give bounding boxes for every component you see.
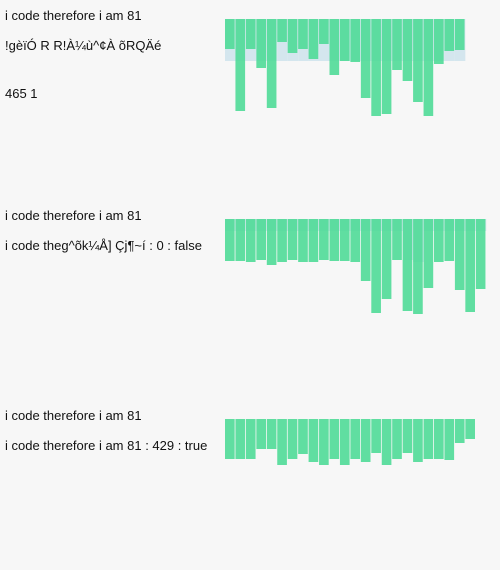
bar: [287, 19, 298, 53]
bar: [287, 219, 298, 260]
bar: [381, 419, 392, 465]
panel-2: i code therefore i am 81 i code theg^õk¼…: [0, 200, 500, 370]
bar: [225, 19, 235, 49]
bar: [381, 219, 392, 299]
panel-title: i code therefore i am 81: [5, 408, 142, 423]
bar: [245, 219, 256, 262]
bar: [256, 219, 266, 260]
bar: [392, 419, 402, 459]
bar: [454, 419, 465, 443]
bar: [392, 219, 402, 260]
bar: [329, 19, 340, 75]
bar: [475, 219, 486, 289]
bar: [287, 419, 298, 459]
bar: [402, 219, 413, 311]
bar: [319, 219, 329, 260]
bar: [225, 219, 235, 261]
bar: [339, 219, 350, 261]
panel-title: i code therefore i am 81: [5, 8, 142, 23]
bar: [235, 19, 246, 111]
bar: [402, 419, 413, 453]
bar: [444, 419, 455, 460]
bar: [434, 419, 444, 459]
bar: [277, 19, 287, 42]
bar: [339, 19, 350, 61]
bar-strip: [225, 19, 466, 116]
bar: [371, 219, 381, 313]
bar: [308, 419, 319, 462]
bar: [381, 19, 392, 114]
bar-strip: [225, 419, 475, 465]
bar: [423, 219, 434, 288]
bar: [423, 419, 434, 459]
bar: [319, 419, 329, 465]
bar: [298, 419, 308, 454]
bar: [434, 219, 444, 262]
bar: [256, 19, 266, 68]
encoded-text: i code therefore i am 81 : 429 : true: [5, 438, 208, 453]
bar: [245, 19, 256, 49]
bar: [235, 219, 246, 261]
bar: [413, 219, 423, 314]
bar: [454, 19, 465, 50]
bar: [277, 419, 287, 465]
bar: [413, 19, 423, 102]
panel-1: i code therefore i am 81 !gèïÓ R R!À¼ù^¢…: [0, 0, 500, 170]
bar: [392, 19, 402, 70]
bar: [423, 19, 434, 116]
bar: [298, 19, 308, 49]
bar: [277, 219, 287, 262]
bar: [444, 219, 455, 261]
bar: [371, 19, 381, 116]
bar: [371, 419, 381, 453]
bar: [329, 219, 340, 261]
bar: [350, 19, 361, 62]
bar: [256, 419, 266, 449]
bar: [266, 419, 277, 449]
panel-title: i code therefore i am 81: [5, 208, 142, 223]
bar: [360, 219, 371, 281]
bar-strip: [225, 219, 487, 314]
bar: [225, 419, 235, 459]
bar: [360, 19, 371, 98]
result-text: 465 1: [5, 86, 38, 101]
bar: [319, 19, 329, 44]
panel-3: i code therefore i am 81 i code therefor…: [0, 400, 500, 570]
bar: [308, 19, 319, 59]
bar: [434, 19, 444, 64]
bar: [413, 419, 423, 462]
bar: [266, 19, 277, 108]
bar: [298, 219, 308, 262]
bar: [245, 419, 256, 459]
bar: [329, 419, 340, 459]
encoded-text: i code theg^õk¼Å] Çj¶~í : 0 : false: [5, 238, 202, 253]
bar: [350, 219, 361, 262]
bar: [235, 419, 246, 459]
encoded-text: !gèïÓ R R!À¼ù^¢À õRQÄé: [5, 38, 162, 53]
bar: [266, 219, 277, 265]
bar: [339, 419, 350, 465]
bar: [350, 419, 361, 459]
bar: [465, 419, 475, 439]
bar: [454, 219, 465, 290]
bar: [444, 19, 455, 51]
bar: [360, 419, 371, 462]
bar: [402, 19, 413, 81]
bar: [465, 219, 475, 312]
bar: [308, 219, 319, 262]
